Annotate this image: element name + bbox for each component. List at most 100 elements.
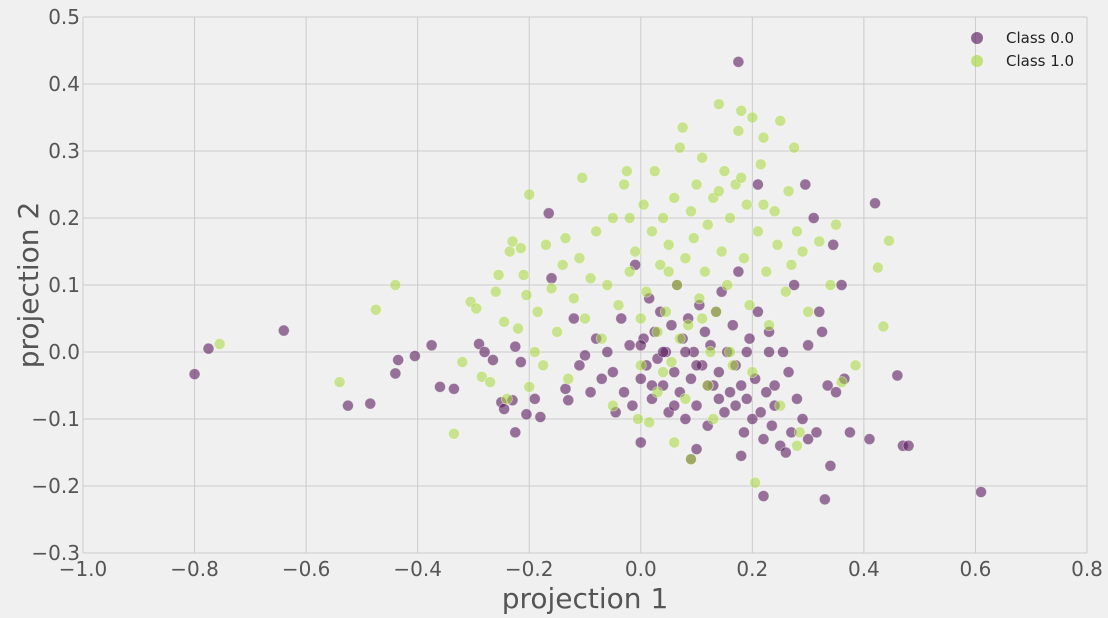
y-tick-labels: −0.3 −0.2 −0.1 0.0 0.1 0.2 0.3 0.4 0.5 — [31, 5, 80, 565]
data-point — [690, 178, 703, 191]
data-point — [726, 359, 739, 372]
data-point — [793, 426, 806, 439]
x-tick-label: 0.0 — [625, 557, 657, 581]
data-point — [528, 346, 541, 358]
data-point — [498, 403, 510, 415]
data-point — [766, 419, 778, 432]
data-point — [573, 252, 586, 265]
data-point — [579, 312, 591, 325]
data-point — [456, 356, 469, 368]
data-point — [551, 326, 563, 338]
data-point — [685, 372, 697, 385]
data-point — [202, 342, 215, 355]
data-point — [333, 376, 346, 388]
data-point — [668, 399, 681, 412]
data-point — [559, 383, 572, 395]
data-point — [849, 359, 862, 372]
data-point — [735, 450, 748, 462]
data-point — [389, 367, 402, 380]
data-point — [425, 339, 438, 352]
data-point — [188, 368, 201, 380]
data-point — [740, 346, 753, 358]
data-point — [668, 436, 681, 449]
data-point — [791, 393, 803, 405]
data-point — [660, 305, 672, 318]
data-point — [701, 218, 714, 231]
x-tick-labels: −1.0 −0.8 −0.6 −0.4 −0.2 0.0 0.2 0.4 0.6 0.8 — [59, 557, 1103, 581]
data-point — [735, 379, 748, 392]
data-point — [721, 279, 734, 291]
data-point — [788, 141, 801, 154]
data-point — [699, 326, 711, 338]
data-point — [679, 252, 692, 265]
y-tick-label: 0.4 — [48, 72, 80, 96]
data-point — [567, 292, 580, 305]
legend-marker — [971, 55, 983, 67]
points-layer — [188, 56, 987, 506]
data-point — [738, 252, 750, 265]
data-point — [760, 386, 773, 399]
data-point — [634, 372, 647, 385]
data-point — [512, 322, 524, 335]
data-point — [676, 121, 689, 134]
data-point — [713, 98, 725, 110]
data-point — [713, 393, 725, 405]
data-point — [601, 346, 614, 358]
data-point — [475, 370, 488, 383]
y-tick-label: −0.1 — [31, 407, 80, 431]
data-point — [607, 212, 619, 224]
data-point — [509, 426, 522, 439]
data-point — [487, 354, 499, 366]
data-point — [389, 279, 402, 291]
data-point — [679, 413, 692, 425]
y-tick-label: 0.5 — [48, 5, 80, 29]
data-point — [545, 272, 558, 285]
data-point — [774, 114, 787, 127]
data-point — [813, 305, 826, 318]
data-point — [567, 312, 580, 325]
data-point — [824, 460, 837, 472]
data-point — [799, 178, 812, 191]
data-point — [470, 302, 483, 315]
data-point — [540, 238, 552, 251]
data-point — [685, 453, 697, 466]
data-point — [757, 198, 770, 211]
data-point — [816, 326, 828, 338]
data-point — [771, 238, 784, 251]
data-point — [392, 354, 404, 366]
data-point — [791, 225, 803, 238]
x-tick-label: 0.4 — [848, 557, 880, 581]
data-point — [434, 380, 446, 393]
data-point — [515, 356, 527, 368]
y-tick-label: −0.2 — [31, 474, 80, 498]
data-point — [732, 265, 745, 278]
data-point — [634, 359, 647, 372]
data-point — [537, 359, 550, 372]
data-point — [623, 339, 636, 352]
data-point — [618, 386, 630, 399]
data-point — [685, 205, 697, 218]
data-point — [690, 399, 703, 412]
data-point — [902, 439, 915, 452]
y-tick-label: −0.3 — [31, 541, 80, 565]
data-point — [545, 282, 558, 295]
data-point — [531, 305, 544, 318]
data-point — [724, 346, 736, 358]
data-point — [620, 165, 633, 177]
data-point — [662, 265, 675, 278]
data-point — [673, 332, 686, 345]
data-point — [618, 178, 630, 191]
data-point — [768, 379, 781, 392]
data-point — [626, 399, 639, 412]
data-point — [724, 212, 736, 224]
data-point — [213, 338, 226, 350]
legend: Class 0.0 Class 1.0 — [971, 29, 1074, 70]
data-point — [726, 319, 739, 332]
data-point — [796, 245, 809, 258]
data-point — [802, 339, 814, 352]
data-point — [629, 245, 642, 258]
data-point — [559, 232, 572, 244]
data-point — [696, 312, 708, 325]
data-point — [760, 265, 773, 278]
